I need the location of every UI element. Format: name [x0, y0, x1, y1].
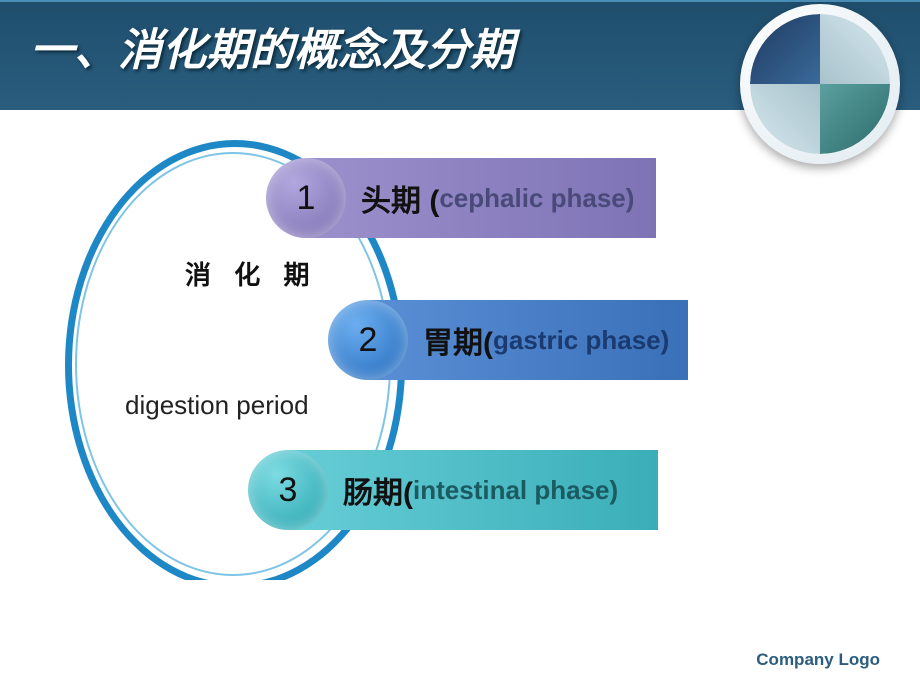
phase-bar: 胃期(gastric phase) — [368, 300, 688, 380]
footer-area: Company Logo — [0, 580, 920, 690]
phase-label-en: intestinal phase) — [413, 475, 618, 506]
phase-bar: 肠期(intestinal phase) — [288, 450, 658, 530]
phase-bar: 头期 (cephalic phase) — [306, 158, 656, 238]
diagram-area: 消 化 期 digestion period 1头期 (cephalic pha… — [0, 110, 920, 580]
phase-number-circle: 3 — [248, 450, 328, 530]
page-title: 一、消化期的概念及分期 — [30, 14, 514, 78]
header-bar: 一、消化期的概念及分期 — [0, 0, 920, 110]
center-label-cn: 消 化 期 — [185, 255, 317, 292]
phase-row-3: 3肠期(intestinal phase) — [248, 450, 658, 530]
phase-label-en: cephalic phase) — [439, 183, 634, 214]
phase-number-circle: 1 — [266, 158, 346, 238]
company-logo-text: Company Logo — [756, 650, 880, 670]
phase-label-cn: 胃期( — [423, 318, 493, 362]
phase-number-circle: 2 — [328, 300, 408, 380]
center-label-en: digestion period — [125, 390, 309, 421]
corner-medical-badge — [740, 4, 900, 164]
phase-label-cn: 头期 ( — [361, 176, 439, 220]
phase-label-cn: 肠期( — [343, 468, 413, 512]
phase-row-1: 1头期 (cephalic phase) — [266, 158, 656, 238]
phase-row-2: 2胃期(gastric phase) — [328, 300, 688, 380]
phase-label-en: gastric phase) — [493, 325, 669, 356]
